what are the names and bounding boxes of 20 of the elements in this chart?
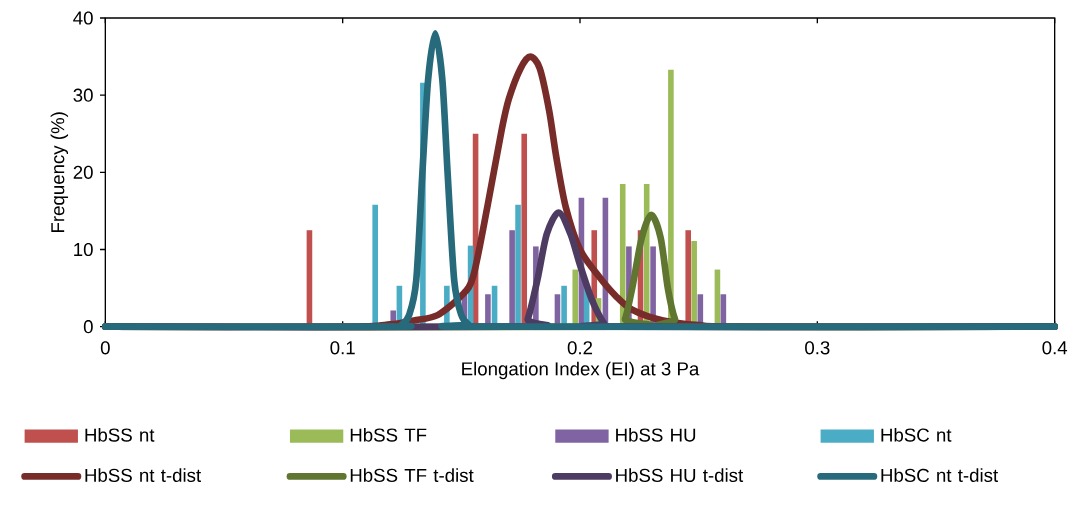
y-tick-label: 0 (83, 320, 93, 334)
x-tick-label: 0.3 (805, 341, 830, 355)
legend-label: HbSS TF t-dist (350, 468, 474, 482)
x-axis-title: Elongation Index (EI) at 3 Pa (462, 361, 700, 380)
x-tick-label: 0 (100, 341, 110, 355)
legend-label: HbSS HU t-dist (616, 468, 744, 482)
legend-label: HbSS HU (616, 427, 696, 442)
x-tick-label: 0.1 (330, 341, 355, 355)
y-tick-label: 10 (74, 242, 93, 257)
y-tick-label: 40 (73, 11, 93, 25)
legend-label: HbSS nt (85, 427, 155, 442)
y-tick-label: 30 (73, 88, 93, 102)
x-tick-label: 0.2 (567, 341, 593, 355)
y-tick-label: 20 (73, 165, 93, 179)
legend-label: HbSS nt t-dist (85, 468, 202, 482)
legend-label: HbSS TF (350, 427, 427, 442)
legend-label: HbSC nt (881, 427, 952, 442)
legend-label: HbSC nt t-dist (881, 468, 999, 482)
y-axis-title: Frequency (%) (50, 112, 69, 233)
x-tick-label: 0.4 (1042, 341, 1068, 355)
